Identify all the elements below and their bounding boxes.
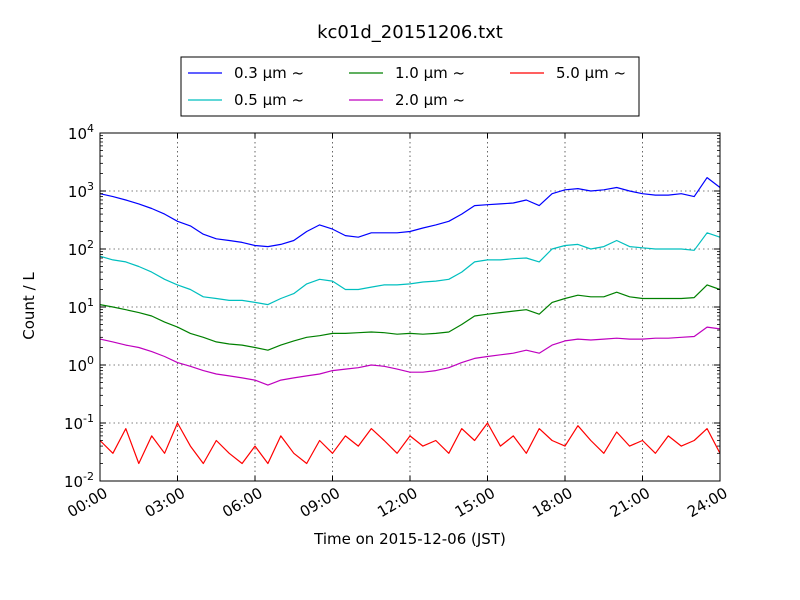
legend: 0.3 μm ~ 0.5 μm ~ 1.0 μm ~ 2.0 μm ~ 5.0 μm ~: [180, 56, 640, 117]
x-tick-label: 12:00: [374, 484, 420, 521]
x-tick-label: 24:00: [684, 484, 730, 521]
y-tick-label: 100: [68, 354, 94, 375]
series-line-0: [99, 177, 721, 248]
series-line-3: [99, 326, 721, 386]
legend-label-0: 0.3 μm ~: [234, 64, 304, 82]
x-axis-label: Time on 2015-12-06 (JST): [313, 530, 506, 548]
y-tick-label: 103: [68, 180, 94, 201]
plot-area: 00:00 03:00 06:00 09:00 12:00 15:00 18:00 21:00…: [64, 122, 731, 521]
legend-label-2: 1.0 μm ~: [395, 64, 465, 82]
y-tick-label: 101: [68, 296, 94, 317]
y-tick-label: 102: [68, 238, 94, 259]
x-tick-label: 21:00: [607, 484, 653, 521]
legend-label-3: 2.0 μm ~: [395, 91, 465, 109]
y-axis-label: Count / L: [20, 272, 38, 340]
x-tick-label: 15:00: [452, 484, 498, 521]
x-tick-label: 18:00: [529, 484, 575, 521]
y-tick-label: 104: [68, 122, 94, 143]
chart-title: kc01d_20151206.txt: [317, 22, 503, 43]
x-tick-label: 09:00: [297, 484, 343, 521]
series-line-2: [99, 284, 721, 351]
y-tick-label: 10-1: [64, 412, 94, 433]
y-tick-label: 10-2: [64, 470, 94, 491]
legend-box: [180, 56, 640, 117]
x-tick-label: 06:00: [219, 484, 265, 521]
series-line-4: [99, 422, 721, 465]
legend-label-4: 5.0 μm ~: [556, 64, 626, 82]
legend-label-1: 0.5 μm ~: [234, 91, 304, 109]
series-line-1: [99, 232, 721, 306]
x-tick-label: 03:00: [142, 484, 188, 521]
